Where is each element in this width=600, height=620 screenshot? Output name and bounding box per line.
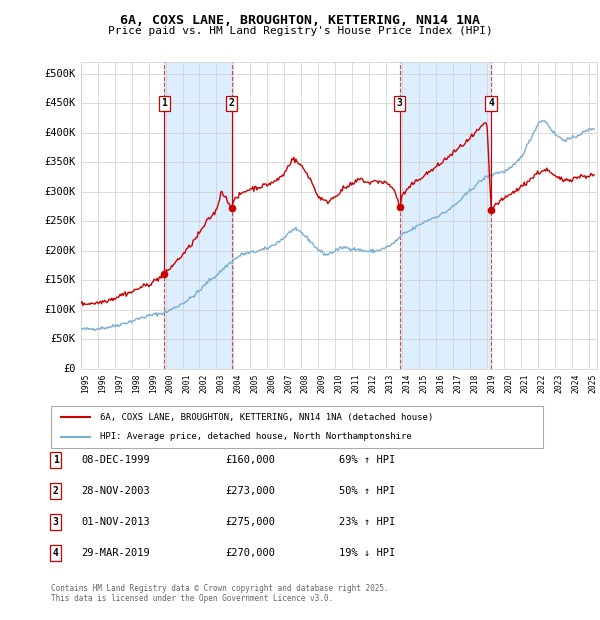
Text: 4: 4 bbox=[53, 548, 59, 558]
Text: £200K: £200K bbox=[44, 246, 76, 256]
Text: 28-NOV-2003: 28-NOV-2003 bbox=[81, 486, 150, 496]
Text: 1995: 1995 bbox=[81, 373, 90, 392]
Text: £270,000: £270,000 bbox=[225, 548, 275, 558]
Text: 2021: 2021 bbox=[521, 373, 530, 392]
Text: 19% ↓ HPI: 19% ↓ HPI bbox=[339, 548, 395, 558]
Text: 3: 3 bbox=[53, 517, 59, 527]
Text: 2: 2 bbox=[229, 99, 235, 108]
Text: 1998: 1998 bbox=[132, 373, 141, 392]
Text: 2019: 2019 bbox=[487, 373, 496, 392]
Text: 1996: 1996 bbox=[98, 373, 107, 392]
Text: Contains HM Land Registry data © Crown copyright and database right 2025.
This d: Contains HM Land Registry data © Crown c… bbox=[51, 584, 389, 603]
Text: 2016: 2016 bbox=[436, 373, 445, 392]
Text: 2012: 2012 bbox=[368, 373, 377, 392]
Text: 2014: 2014 bbox=[403, 373, 412, 392]
Text: 1: 1 bbox=[161, 99, 167, 108]
Text: £0: £0 bbox=[63, 364, 76, 374]
Text: 2000: 2000 bbox=[166, 373, 175, 392]
Text: 1: 1 bbox=[53, 455, 59, 465]
Text: 2024: 2024 bbox=[572, 373, 581, 392]
Text: 2010: 2010 bbox=[335, 373, 344, 392]
Text: £450K: £450K bbox=[44, 99, 76, 108]
Text: 69% ↑ HPI: 69% ↑ HPI bbox=[339, 455, 395, 465]
Text: 2020: 2020 bbox=[504, 373, 513, 392]
Text: 50% ↑ HPI: 50% ↑ HPI bbox=[339, 486, 395, 496]
Text: 1997: 1997 bbox=[115, 373, 124, 392]
Text: 2007: 2007 bbox=[284, 373, 293, 392]
Text: 2001: 2001 bbox=[182, 373, 191, 392]
Text: 08-DEC-1999: 08-DEC-1999 bbox=[81, 455, 150, 465]
Text: £500K: £500K bbox=[44, 69, 76, 79]
Text: £250K: £250K bbox=[44, 216, 76, 226]
Text: 3: 3 bbox=[397, 99, 403, 108]
Text: 2015: 2015 bbox=[419, 373, 428, 392]
Text: 23% ↑ HPI: 23% ↑ HPI bbox=[339, 517, 395, 527]
Text: 2003: 2003 bbox=[217, 373, 226, 392]
Text: £50K: £50K bbox=[50, 334, 76, 344]
Text: 2018: 2018 bbox=[470, 373, 479, 392]
Text: £150K: £150K bbox=[44, 275, 76, 285]
FancyBboxPatch shape bbox=[51, 406, 543, 448]
Text: £160,000: £160,000 bbox=[225, 455, 275, 465]
Text: 2005: 2005 bbox=[250, 373, 259, 392]
Text: 2008: 2008 bbox=[301, 373, 310, 392]
Text: 01-NOV-2013: 01-NOV-2013 bbox=[81, 517, 150, 527]
Text: HPI: Average price, detached house, North Northamptonshire: HPI: Average price, detached house, Nort… bbox=[100, 432, 412, 441]
Bar bbox=[164, 62, 232, 369]
Text: £273,000: £273,000 bbox=[225, 486, 275, 496]
Text: 2009: 2009 bbox=[318, 373, 327, 392]
Bar bbox=[400, 62, 491, 369]
Text: 2023: 2023 bbox=[555, 373, 564, 392]
Text: Price paid vs. HM Land Registry's House Price Index (HPI): Price paid vs. HM Land Registry's House … bbox=[107, 26, 493, 36]
Text: £350K: £350K bbox=[44, 157, 76, 167]
Text: 2025: 2025 bbox=[589, 373, 598, 392]
Text: £100K: £100K bbox=[44, 305, 76, 315]
Text: 2006: 2006 bbox=[267, 373, 276, 392]
Text: 2011: 2011 bbox=[352, 373, 361, 392]
Text: 2002: 2002 bbox=[199, 373, 208, 392]
Text: 2: 2 bbox=[53, 486, 59, 496]
Text: 2017: 2017 bbox=[453, 373, 462, 392]
Text: 2013: 2013 bbox=[386, 373, 395, 392]
Text: £400K: £400K bbox=[44, 128, 76, 138]
Text: £300K: £300K bbox=[44, 187, 76, 197]
Text: 2004: 2004 bbox=[233, 373, 242, 392]
Text: 1999: 1999 bbox=[149, 373, 158, 392]
Text: 29-MAR-2019: 29-MAR-2019 bbox=[81, 548, 150, 558]
Text: 4: 4 bbox=[488, 99, 494, 108]
Text: 6A, COXS LANE, BROUGHTON, KETTERING, NN14 1NA: 6A, COXS LANE, BROUGHTON, KETTERING, NN1… bbox=[120, 14, 480, 27]
Text: 6A, COXS LANE, BROUGHTON, KETTERING, NN14 1NA (detached house): 6A, COXS LANE, BROUGHTON, KETTERING, NN1… bbox=[100, 413, 433, 422]
Text: 2022: 2022 bbox=[538, 373, 547, 392]
Text: £275,000: £275,000 bbox=[225, 517, 275, 527]
